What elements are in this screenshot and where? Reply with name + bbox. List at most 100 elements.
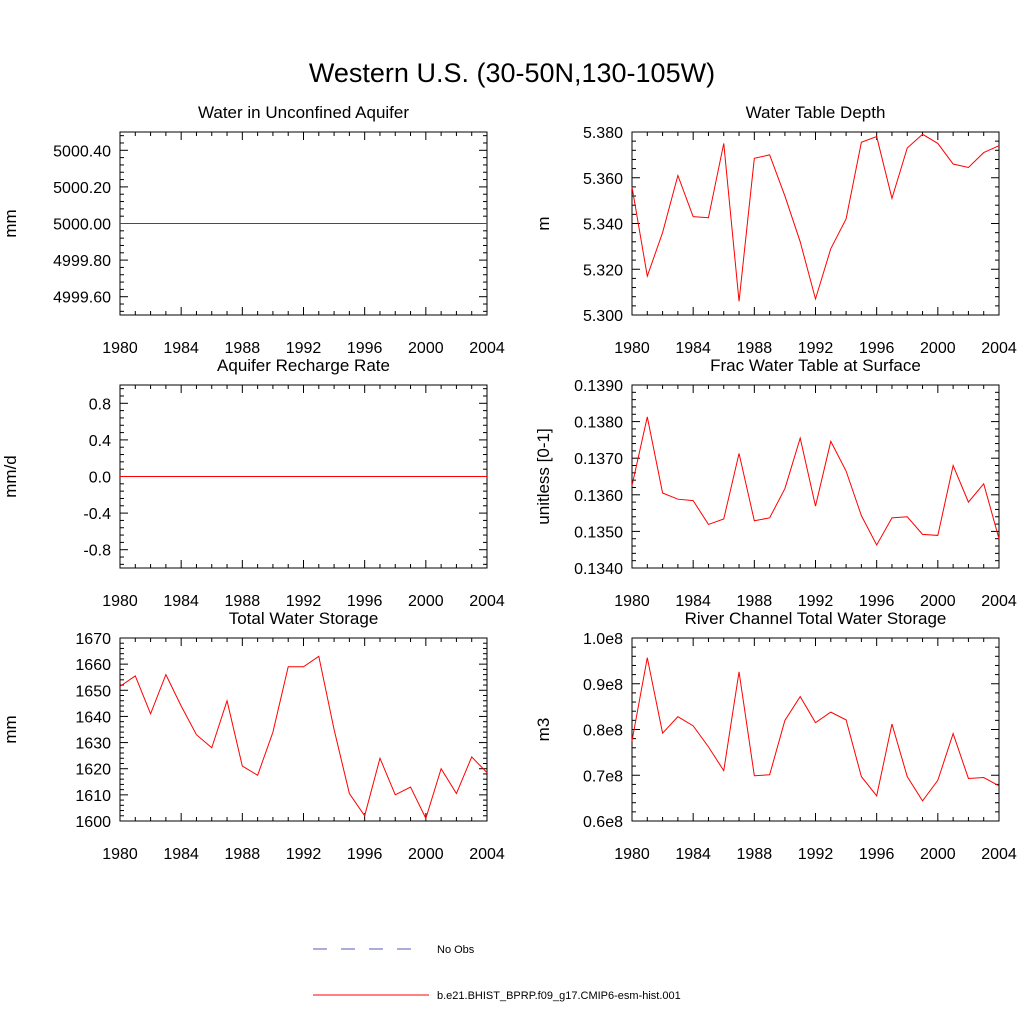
y-tick-label: 5000.40 [53,143,111,160]
y-tick-label: 5000.00 [53,217,111,234]
x-tick-label: 2004 [469,340,505,357]
x-tick-label: 1992 [286,846,322,863]
y-tick-label: -0.4 [83,506,111,523]
x-tick-label: 2000 [920,340,956,357]
y-tick-label: 1660 [75,657,111,674]
series-line [631,657,1000,802]
y-tick-label: 0.8 [89,396,111,413]
y-tick-label: 0.1390 [574,378,623,395]
x-tick-label: 2004 [981,846,1017,863]
panels: 1980 1984 1988 1992 1996 2000 2004 4999.60 4999.… [1,103,1017,863]
x-tick-label: 1988 [225,846,261,863]
y-tick-label: 5.380 [583,125,623,142]
y-axis-label: mm [1,715,20,743]
series-line [631,133,1000,302]
y-tick-label: 0.1370 [574,451,623,468]
x-tick-label: 1992 [286,340,322,357]
x-tick-label: 2004 [981,593,1017,610]
y-tick-label: 4999.60 [53,290,111,307]
x-tick-label: 1996 [859,340,895,357]
x-tick-label: 1996 [859,846,895,863]
y-tick-label: 1620 [75,762,111,779]
x-tick-label: 2000 [408,593,444,610]
x-tick-label: 1992 [798,593,834,610]
y-tick-label: 0.6e8 [583,814,623,831]
y-tick-label: 0.8e8 [583,723,623,740]
y-tick-label: 0.7e8 [583,768,623,785]
legend-obs-label: No Obs [437,944,475,956]
x-tick-label: 2000 [408,846,444,863]
y-tick-label: 0.4 [89,433,111,450]
plot-frame [631,384,1000,569]
x-tick-label: 1984 [163,340,199,357]
x-tick-label: 1984 [163,593,199,610]
y-tick-label: 5000.20 [53,180,111,197]
y-tick-label: 5.360 [583,171,623,188]
x-tick-label: 1988 [737,340,773,357]
plot-frame [119,637,488,822]
x-tick-label: 1980 [614,340,650,357]
y-tick-label: 1670 [75,631,111,648]
panel-title: Aquifer Recharge Rate [217,356,390,375]
x-tick-label: 1984 [163,846,199,863]
x-tick-label: 2004 [981,340,1017,357]
panel-title: Total Water Storage [229,609,379,628]
x-tick-label: 1988 [737,593,773,610]
x-tick-label: 1980 [614,846,650,863]
x-tick-label: 1996 [347,593,383,610]
y-tick-label: 0.9e8 [583,677,623,694]
series-line [631,416,1000,546]
x-tick-label: 1984 [675,593,711,610]
y-axis-label: m3 [534,718,553,742]
x-tick-label: 1980 [102,846,138,863]
x-tick-label: 1984 [675,340,711,357]
y-tick-label: 0.1360 [574,488,623,505]
plot-frame [631,131,1000,316]
y-tick-label: 1610 [75,788,111,805]
legend-model-label: b.e21.BHIST_BPRP.f09_g17.CMIP6-esm-hist.… [437,990,681,1002]
x-tick-label: 1992 [798,846,834,863]
panel-title: River Channel Total Water Storage [685,609,947,628]
y-tick-label: 5.300 [583,308,623,325]
x-tick-label: 1992 [798,340,834,357]
x-tick-label: 1988 [225,340,261,357]
x-tick-label: 1992 [286,593,322,610]
panel-2: 1980 1984 1988 1992 1996 2000 2004 5.300 5.320 5.… [534,103,1017,357]
panel-4: 1980 1984 1988 1992 1996 2000 2004 0.1340 0.1350… [534,356,1017,610]
y-tick-label: 5.340 [583,217,623,234]
y-tick-label: 1630 [75,736,111,753]
y-axis-label: mm/d [1,455,20,498]
y-tick-label: 0.1340 [574,561,623,578]
panel-3: 1980 1984 1988 1992 1996 2000 2004 -0.8 -0.4 0.0 0… [1,356,505,610]
y-tick-label: 1640 [75,709,111,726]
panel-title: Water in Unconfined Aquifer [198,103,409,122]
y-tick-label: 1650 [75,683,111,700]
x-tick-label: 2000 [920,846,956,863]
x-tick-label: 2004 [469,593,505,610]
x-tick-label: 2004 [469,846,505,863]
y-tick-label: 4999.80 [53,253,111,270]
x-tick-label: 1996 [347,846,383,863]
x-tick-label: 1984 [675,846,711,863]
x-tick-label: 2000 [408,340,444,357]
y-tick-label: 5.320 [583,262,623,279]
panel-title: Frac Water Table at Surface [710,356,921,375]
y-axis-label: unitless [0-1] [534,428,553,524]
plot-frame [631,637,1000,822]
y-tick-label: 0.0 [89,470,111,487]
x-tick-label: 1996 [347,340,383,357]
panel-1: 1980 1984 1988 1992 1996 2000 2004 4999.60 4999.… [1,103,505,357]
series-line [119,655,488,820]
x-tick-label: 1980 [102,340,138,357]
y-tick-label: 1600 [75,814,111,831]
y-tick-label: 0.1380 [574,415,623,432]
legend: No Obs b.e21.BHIST_BPRP.f09_g17.CMIP6-es… [313,944,681,1002]
panel-5: 1980 1984 1988 1992 1996 2000 2004 1600 1610 1620… [1,609,505,863]
x-tick-label: 1988 [737,846,773,863]
y-axis-label: m [534,216,553,230]
x-tick-label: 1980 [614,593,650,610]
panel-title: Water Table Depth [746,103,886,122]
y-tick-label: -0.8 [83,543,111,560]
y-axis-label: mm [1,209,20,237]
